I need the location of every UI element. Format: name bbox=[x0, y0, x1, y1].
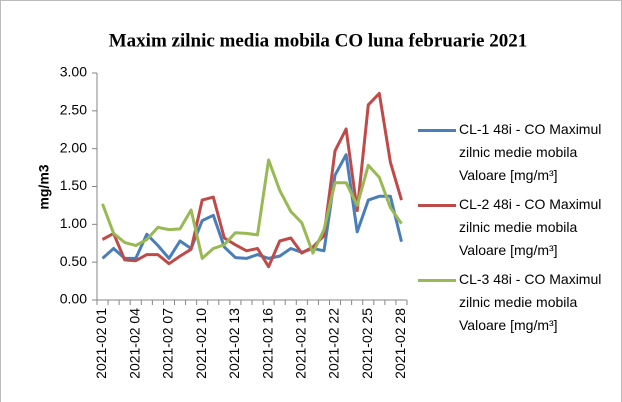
x-tick-label: 2021-02 07 bbox=[160, 308, 176, 379]
x-tick-label: 2021-02 28 bbox=[392, 308, 408, 379]
legend-label: CL-3 48i - CO Maximul zilnic medie mobil… bbox=[459, 271, 602, 333]
legend-entry: CL-2 48i - CO Maximul zilnic medie mobil… bbox=[418, 193, 618, 262]
legend-entry: CL-3 48i - CO Maximul zilnic medie mobil… bbox=[418, 268, 618, 337]
x-tick-label: 2021-02 10 bbox=[193, 308, 209, 379]
legend-swatch bbox=[418, 129, 456, 132]
y-tick-label: 2.00 bbox=[60, 139, 87, 155]
x-tick-label: 2021-02 19 bbox=[293, 308, 309, 379]
x-tick-label: 2021-02 04 bbox=[126, 308, 142, 379]
y-tick-label: 3.00 bbox=[60, 64, 87, 80]
series-line bbox=[101, 158, 403, 260]
x-tick-label: 2021-02 16 bbox=[259, 308, 275, 379]
y-tick-label: 1.50 bbox=[60, 177, 87, 193]
series-line bbox=[101, 91, 403, 269]
y-axis-label: mg/m3 bbox=[36, 164, 52, 209]
x-tick-label: 2021-02 01 bbox=[93, 308, 109, 379]
x-tick-label: 2021-02 13 bbox=[226, 308, 242, 379]
legend-label: CL-2 48i - CO Maximul zilnic medie mobil… bbox=[459, 196, 602, 258]
y-tick-label: 2.50 bbox=[60, 102, 87, 118]
legend-swatch bbox=[418, 279, 456, 282]
chart-title: Maxim zilnic media mobila CO luna februa… bbox=[109, 30, 528, 51]
y-tick-label: 0.00 bbox=[60, 291, 87, 307]
x-tick-label: 2021-02 25 bbox=[359, 308, 375, 379]
legend: CL-1 48i - CO Maximul zilnic medie mobil… bbox=[418, 118, 618, 343]
legend-label: CL-1 48i - CO Maximul zilnic medie mobil… bbox=[459, 121, 602, 183]
y-tick-label: 0.50 bbox=[60, 253, 87, 269]
legend-entry: CL-1 48i - CO Maximul zilnic medie mobil… bbox=[418, 118, 618, 187]
legend-swatch bbox=[418, 204, 456, 207]
x-tick-label: 2021-02 22 bbox=[326, 308, 342, 379]
y-tick-label: 1.00 bbox=[60, 215, 87, 231]
